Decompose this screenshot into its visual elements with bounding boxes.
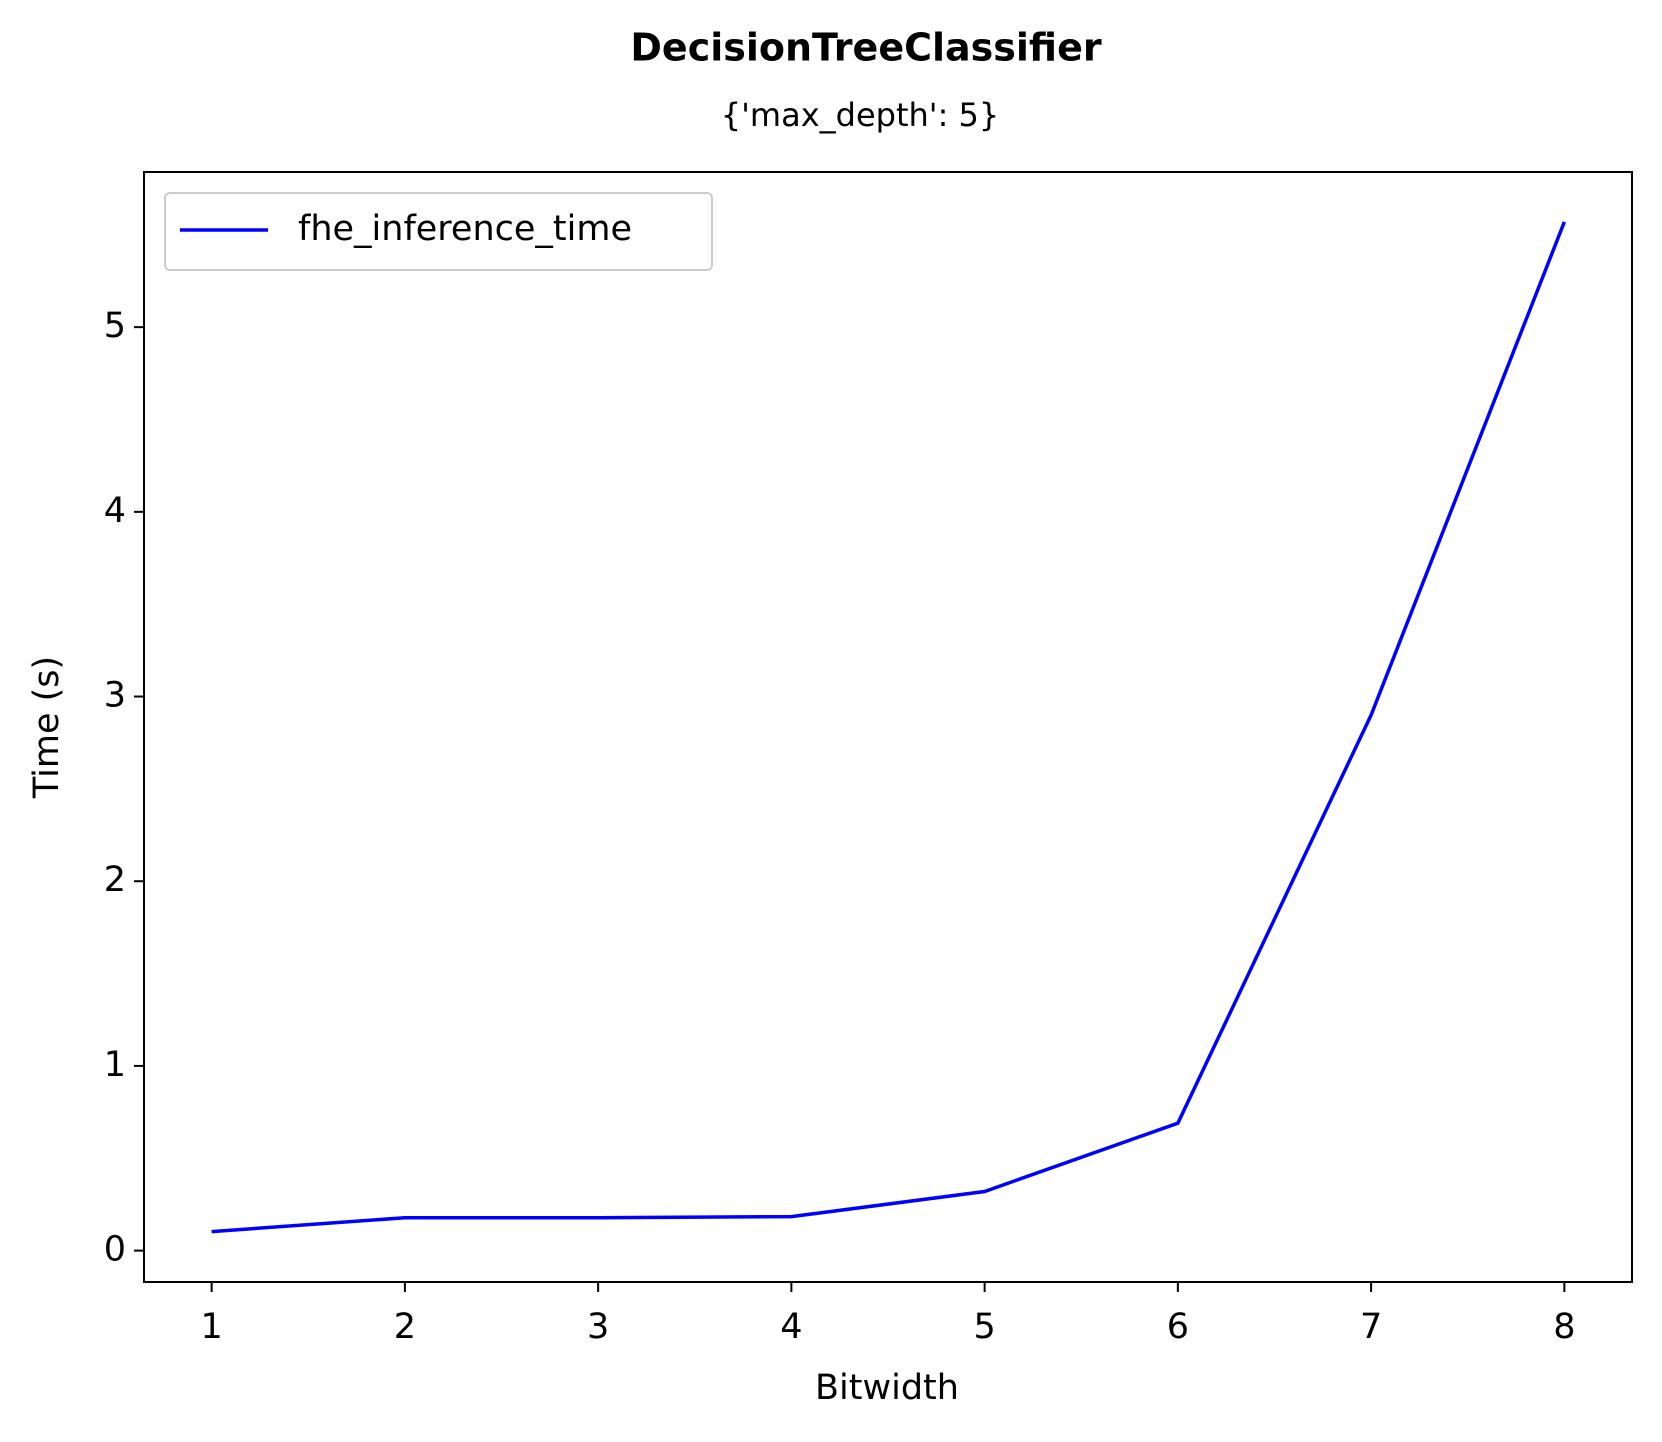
x-tick-label: 7 [1360,1307,1382,1347]
legend-box [164,192,713,271]
legend-label: fhe_inference_time [298,209,632,249]
y-tick-label: 5 [104,306,126,346]
x-tick-label: 3 [587,1307,609,1347]
plot-frame [143,171,1633,1283]
data-line [211,221,1566,1234]
y-tick-label: 2 [104,860,126,900]
y-tick-label: 4 [104,491,126,531]
x-tick-label: 5 [973,1307,995,1347]
y-tick-label: 3 [104,676,126,716]
x-axis-label: Bitwidth [815,1368,959,1408]
y-axis-label: Time (s) [27,656,67,799]
y-tick-label: 0 [104,1230,126,1270]
x-tick-label: 6 [1167,1307,1189,1347]
x-tick-label: 4 [780,1307,802,1347]
chart-title: DecisionTreeClassifier [630,26,1101,70]
x-tick-label: 8 [1553,1307,1575,1347]
x-tick-label: 1 [200,1307,222,1347]
x-tick-label: 2 [394,1307,416,1347]
y-tick-label: 1 [104,1045,126,1085]
chart-subtitle: {'max_depth': 5} [721,96,999,134]
